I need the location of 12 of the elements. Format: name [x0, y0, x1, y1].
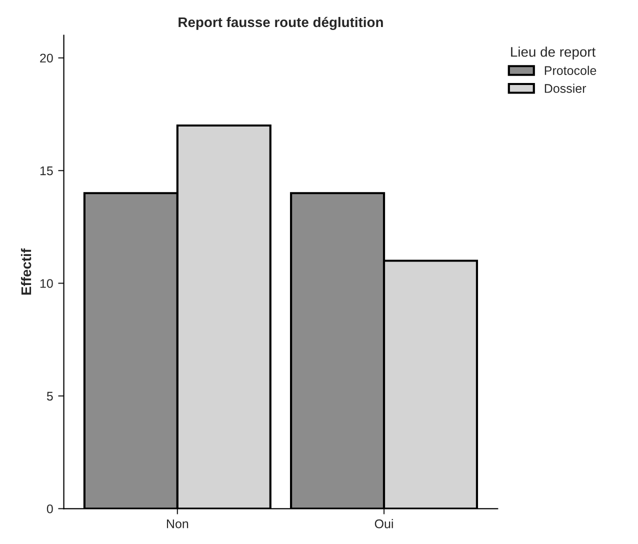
- x-tick-label: Non: [166, 520, 188, 528]
- y-tick-label: 5: [46, 392, 53, 401]
- legend-label: Dossier: [544, 84, 586, 93]
- y-tick-label: 0: [46, 504, 53, 514]
- chart-title: Report fausse route déglutition: [178, 16, 383, 30]
- y-tick-label: 10: [40, 279, 53, 288]
- x-tick-label: Oui: [374, 519, 393, 528]
- y-tick-label: 20: [40, 54, 53, 63]
- legend-title: Lieu de report: [511, 46, 596, 60]
- y-axis-title: Effectif: [20, 248, 32, 295]
- legend-label: Protocole: [544, 66, 596, 75]
- y-tick-label: 15: [40, 166, 53, 176]
